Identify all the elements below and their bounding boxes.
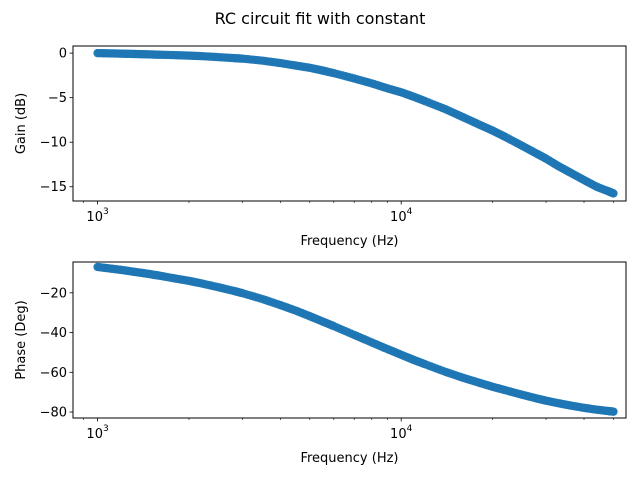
gain-y-tick-label: −10 (40, 136, 67, 151)
gain-x-tick-exponent: 3 (103, 207, 109, 217)
gain-markers (93, 48, 618, 198)
gain-data-point (609, 189, 618, 198)
phase-x-axis-label: Frequency (Hz) (300, 451, 398, 466)
phase-axes-frame (72, 261, 627, 419)
gain-y-tick-label: −5 (48, 91, 67, 106)
phase-y-axis-label: Phase (Deg) (14, 300, 29, 379)
phase-data-point (609, 407, 618, 416)
gain-axes-frame (72, 45, 627, 202)
gain-x-tick-label: 103 (86, 207, 108, 225)
gain-y-tick-label: 0 (59, 47, 67, 62)
phase-x-tick-base: 10 (390, 427, 407, 442)
phase-markers (93, 262, 618, 416)
gain-x-tick-base: 10 (86, 210, 103, 225)
phase-x-tick-exponent: 3 (103, 424, 109, 434)
gain-x-tick-base: 10 (390, 210, 407, 225)
gain-x-axis-label: Frequency (Hz) (300, 234, 398, 249)
phase-x-tick-base: 10 (86, 427, 103, 442)
gain-x-tick-label: 104 (390, 207, 413, 225)
gain-y-axis-label: Gain (dB) (14, 93, 29, 154)
gain-x-tick-exponent: 4 (407, 207, 413, 217)
gain-y-tick-label: −15 (40, 180, 67, 195)
phase-x-tick-label: 104 (390, 424, 413, 442)
figure-title: RC circuit fit with constant (215, 9, 426, 28)
phase-x-tick-exponent: 4 (407, 424, 413, 434)
phase-y-tick-label: −40 (40, 326, 67, 341)
phase-y-tick-label: −60 (40, 366, 67, 381)
phase-x-tick-label: 103 (86, 424, 108, 442)
phase-y-tick-label: −80 (40, 406, 67, 421)
phase-y-tick-label: −20 (40, 286, 67, 301)
